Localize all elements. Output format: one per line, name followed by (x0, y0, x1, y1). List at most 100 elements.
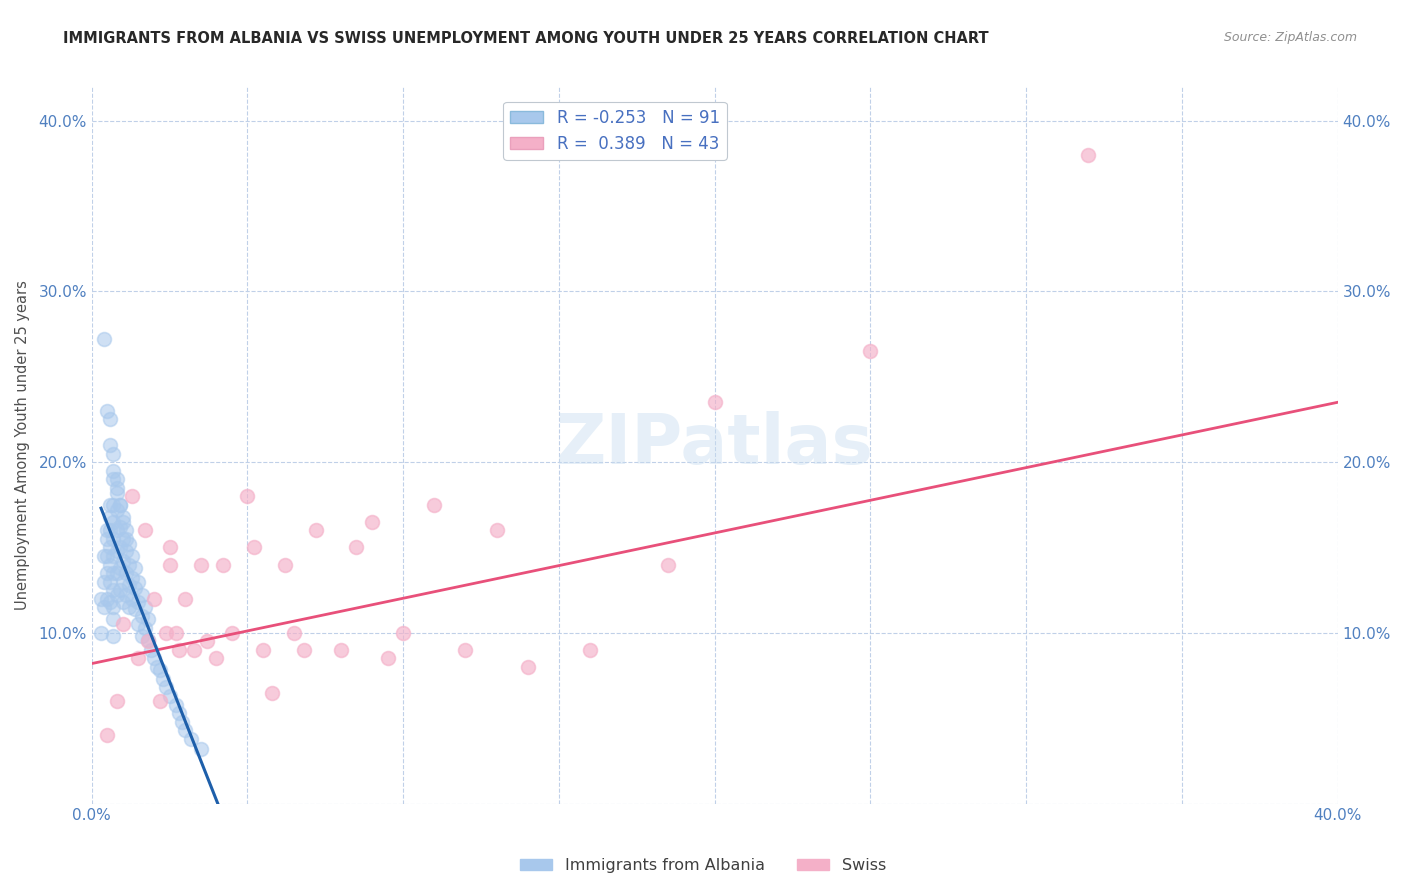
Point (103, 464, 125, 478)
Point (111, 574, 134, 589)
Point (377, 651, 399, 665)
Point (134, 621, 156, 635)
Point (108, 561, 131, 575)
Point (105, 588, 128, 602)
Point (131, 588, 153, 602)
Point (100, 498, 122, 512)
Point (96, 728, 118, 742)
Point (100, 574, 122, 589)
Point (127, 574, 149, 589)
Text: ZIPatlas: ZIPatlas (555, 411, 873, 478)
Point (146, 660, 169, 674)
Point (121, 549, 143, 563)
Point (121, 489, 143, 503)
Point (392, 625, 415, 640)
Point (205, 651, 228, 665)
Point (305, 524, 328, 538)
Point (283, 625, 305, 640)
Point (361, 515, 384, 529)
Point (111, 532, 134, 546)
Point (108, 520, 131, 534)
Point (103, 566, 125, 580)
Point (115, 524, 138, 538)
Point (93, 332, 115, 346)
Point (423, 498, 446, 512)
Point (93, 549, 115, 563)
Point (103, 498, 125, 512)
Legend: R = -0.253   N = 91, R =  0.389   N = 43: R = -0.253 N = 91, R = 0.389 N = 43 (503, 102, 727, 160)
Point (155, 681, 177, 695)
Point (139, 643, 162, 657)
Point (100, 412, 122, 426)
Point (159, 689, 181, 703)
Text: Source: ZipAtlas.com: Source: ZipAtlas.com (1223, 31, 1357, 45)
Point (105, 485, 128, 500)
Point (136, 632, 159, 647)
Point (174, 723, 197, 738)
Point (90, 591, 112, 606)
Point (105, 481, 128, 495)
Point (579, 643, 602, 657)
Point (329, 643, 352, 657)
Point (90, 625, 112, 640)
Point (115, 532, 138, 546)
Point (127, 651, 149, 665)
Point (485, 524, 508, 538)
Point (93, 574, 115, 589)
Point (118, 537, 141, 551)
Point (100, 541, 122, 555)
Point (111, 509, 134, 524)
Point (103, 472, 125, 486)
Point (159, 541, 181, 555)
Point (180, 731, 202, 746)
Point (103, 600, 125, 615)
Point (103, 549, 125, 563)
Point (105, 544, 128, 558)
Point (103, 629, 125, 643)
Point (115, 566, 138, 580)
Point (127, 595, 149, 609)
Point (96, 532, 118, 546)
Point (111, 595, 134, 609)
Point (108, 541, 131, 555)
Point (93, 600, 115, 615)
Point (96, 524, 118, 538)
Y-axis label: Unemployment Among Youth under 25 years: Unemployment Among Youth under 25 years (15, 280, 30, 610)
Point (96, 566, 118, 580)
Point (115, 544, 138, 558)
Point (131, 629, 153, 643)
Point (143, 651, 166, 665)
Point (103, 612, 125, 626)
Point (143, 591, 166, 606)
Point (131, 608, 153, 623)
Point (1077, 147, 1099, 161)
Point (103, 532, 125, 546)
Point (703, 395, 725, 409)
Point (167, 643, 190, 657)
Point (121, 591, 143, 606)
Point (152, 672, 174, 686)
Point (100, 558, 122, 572)
Point (118, 558, 141, 572)
Point (111, 554, 134, 568)
Point (252, 643, 274, 657)
Point (190, 742, 212, 756)
Point (108, 498, 131, 512)
Point (105, 694, 128, 708)
Point (134, 600, 156, 615)
Point (111, 515, 134, 529)
Point (155, 625, 177, 640)
Point (149, 664, 172, 678)
Point (149, 694, 172, 708)
Point (174, 591, 197, 606)
Point (657, 558, 679, 572)
Point (159, 558, 181, 572)
Point (859, 344, 882, 359)
Point (115, 588, 138, 602)
Point (170, 714, 193, 729)
Point (100, 438, 122, 452)
Point (100, 595, 122, 609)
Point (134, 524, 156, 538)
Point (165, 698, 187, 712)
Point (103, 446, 125, 460)
